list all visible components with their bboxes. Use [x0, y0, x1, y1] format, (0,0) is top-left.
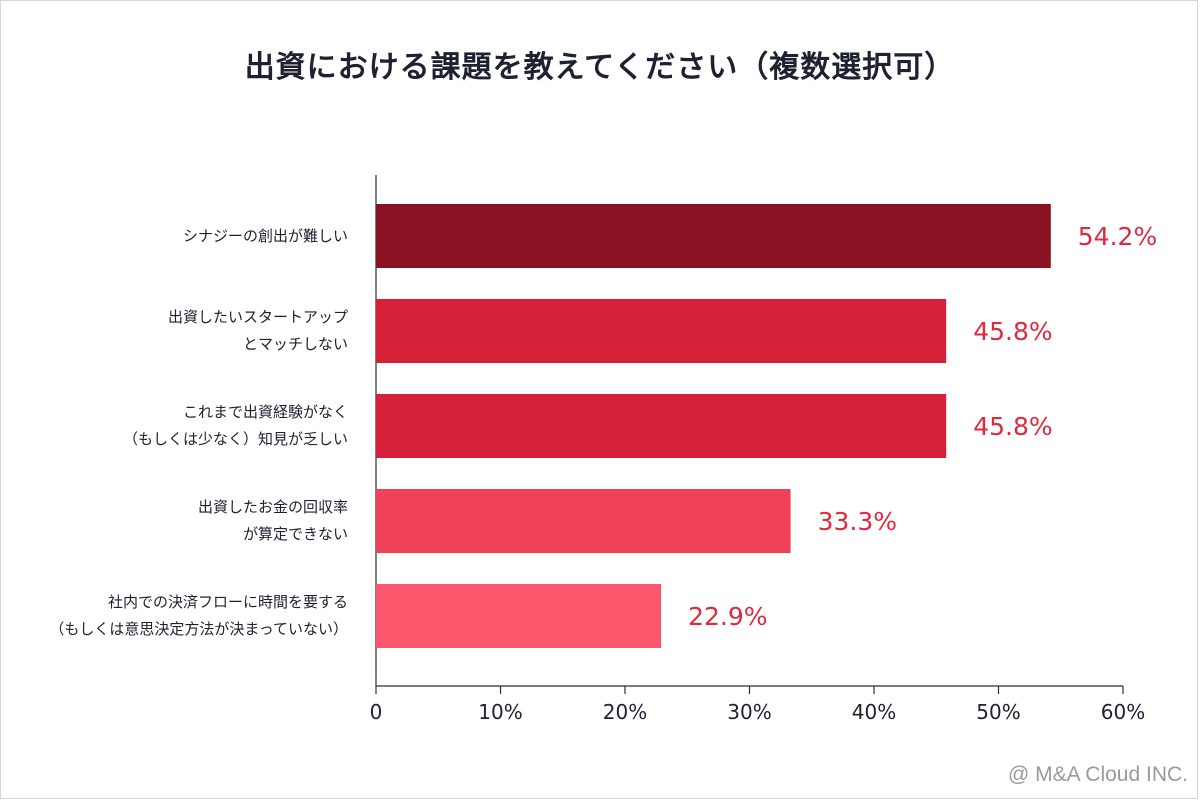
category-label-line: が算定できない — [242, 525, 348, 543]
x-tick-label: 30% — [727, 700, 771, 724]
bar — [376, 299, 947, 363]
value-label: 33.3% — [818, 507, 897, 536]
chart-title: 出資における課題を教えてください（複数選択可） — [244, 50, 956, 85]
x-tick-label: 60% — [1101, 700, 1145, 724]
category-label-line: シナジーの創出が難しい — [182, 226, 348, 245]
value-label: 22.9% — [688, 602, 767, 631]
category-label-line: 出資したいスタートアップ — [167, 308, 348, 326]
category-label: 社内での決済フローに時間を要する （もしくは意思決定方法が決まっていない） — [18, 589, 348, 643]
x-tick-label: 0 — [370, 700, 383, 724]
category-label: これまで出資経験がなく （もしくは少なく）知見が乏しい — [18, 399, 348, 453]
x-tick-label: 50% — [976, 700, 1020, 724]
copyright-credit: @ M&A Cloud INC. — [1007, 763, 1188, 786]
category-label-line: とマッチしない — [242, 335, 348, 353]
category-label-line: 出資したお金の回収率 — [197, 498, 348, 516]
bar — [376, 394, 947, 458]
category-label-line: （もしくは少なく）知見が乏しい — [122, 430, 348, 448]
value-label: 54.2% — [1078, 222, 1157, 251]
bar — [376, 584, 662, 648]
x-tick-label: 10% — [478, 700, 522, 724]
category-label: 出資したお金の回収率が算定できない — [18, 494, 348, 548]
category-label: シナジーの創出が難しい — [18, 223, 348, 250]
category-label-line: （もしくは意思決定方法が決まっていない） — [49, 620, 348, 638]
category-label: 出資したいスタートアップとマッチしない — [18, 304, 348, 358]
value-label: 45.8% — [973, 317, 1052, 346]
x-tick-label: 20% — [603, 700, 647, 724]
bar — [376, 204, 1051, 268]
category-label-line: 社内での決済フローに時間を要する — [107, 593, 348, 611]
category-label-line: これまで出資経験がなく — [182, 403, 348, 421]
value-label: 45.8% — [973, 412, 1052, 441]
x-tick-label: 40% — [852, 700, 896, 724]
bar — [376, 489, 791, 553]
